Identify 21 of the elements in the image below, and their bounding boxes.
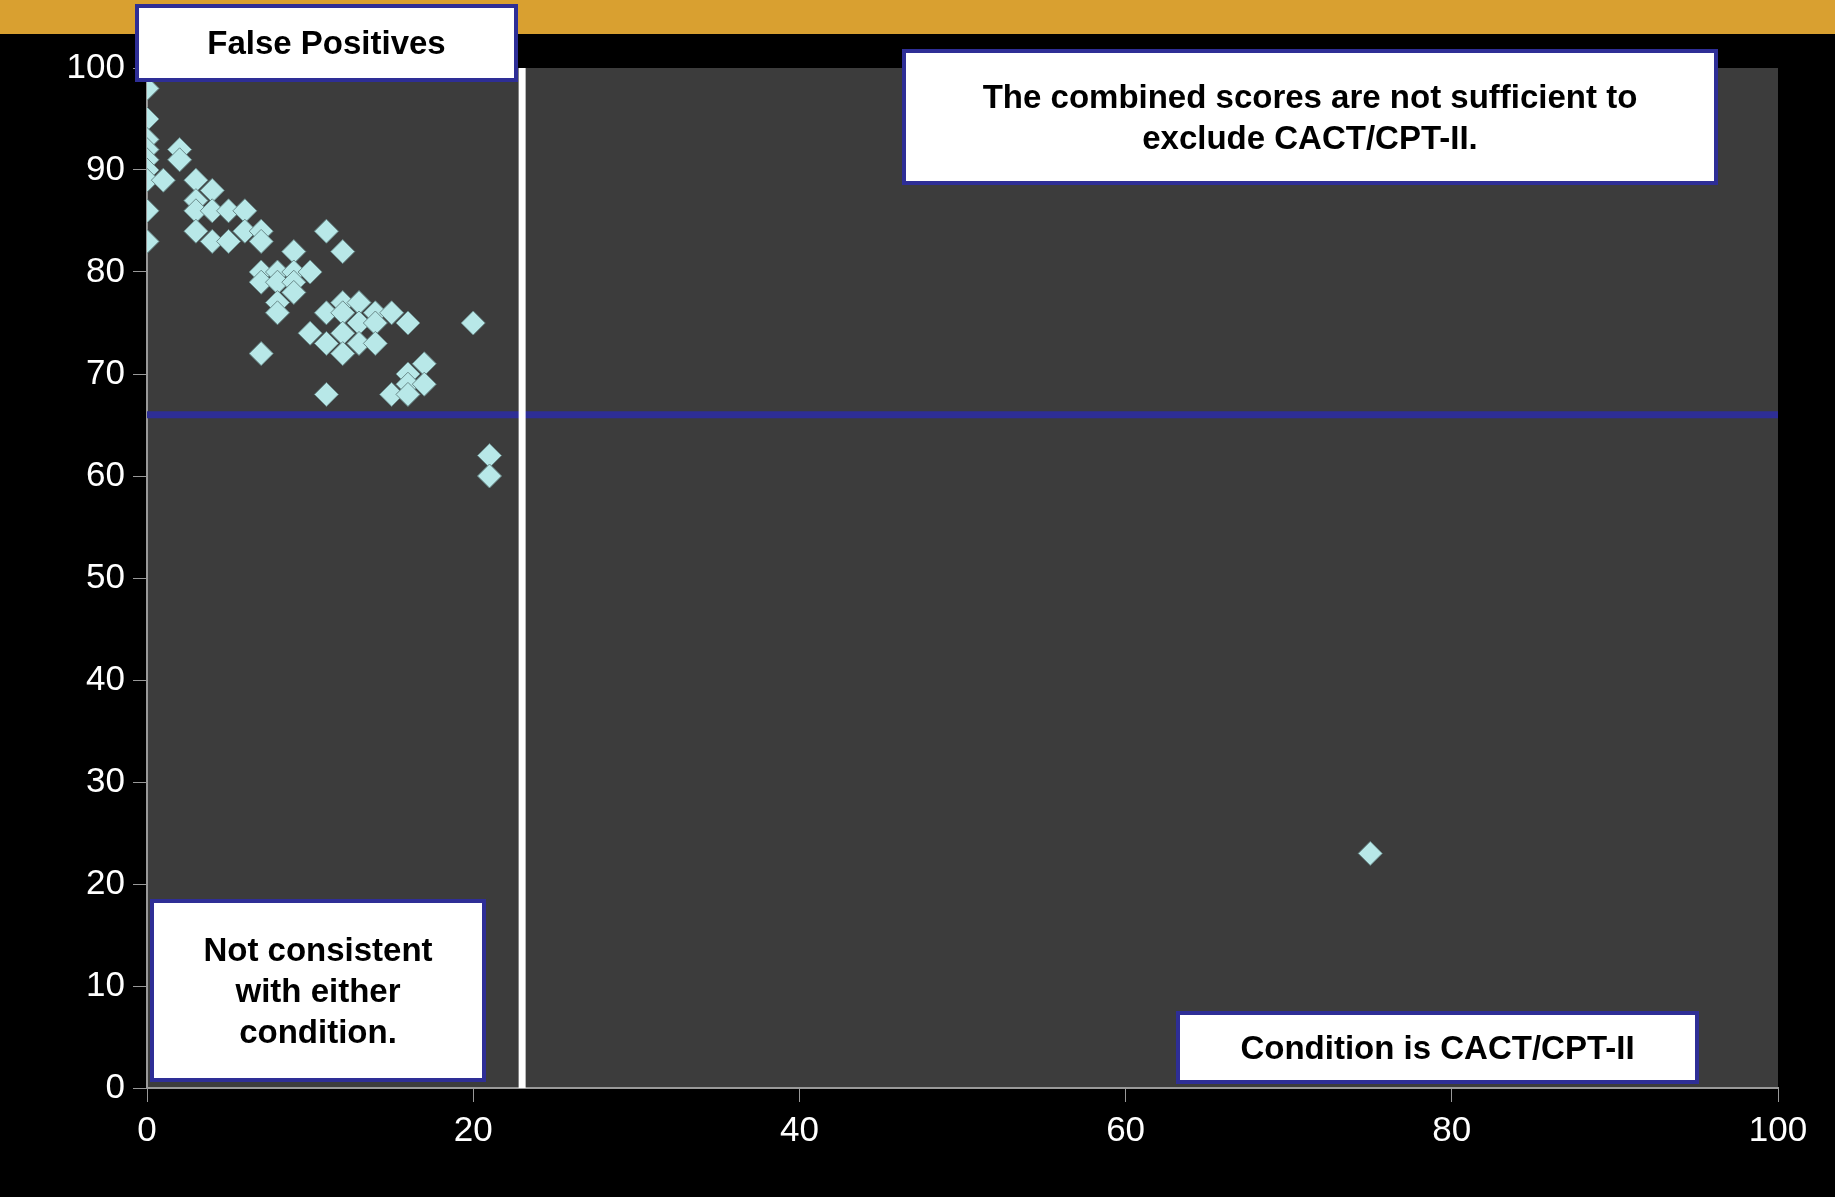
text: False Positives	[207, 23, 446, 64]
x-tick-label: 0	[137, 1108, 157, 1148]
y-tick-label: 10	[86, 963, 125, 1003]
annotation: Not consistent with either condition.	[202, 929, 434, 1053]
y-tick-label: 90	[86, 147, 125, 187]
y-tick-label: 30	[86, 759, 125, 799]
x-tick-label: 40	[779, 1108, 819, 1148]
annotation: Condition is CACT/CPT-II	[1240, 1027, 1635, 1068]
annotation: The combined scores are not sufficient to exclude CACT/CPT-II.	[981, 76, 1639, 158]
x-tick-label: 20	[453, 1108, 493, 1148]
y-tick-label: 70	[86, 351, 125, 391]
x-tick-label: 100	[1748, 1108, 1808, 1148]
y-tick-label: 0	[105, 1065, 125, 1105]
y-tick-label: 60	[86, 453, 125, 493]
y-tick-label: 100	[66, 45, 125, 85]
y-tick-label: 20	[86, 861, 125, 901]
x-tick-label: 60	[1106, 1108, 1146, 1148]
y-tick-label: 50	[86, 555, 125, 595]
y-tick-label: 40	[86, 657, 125, 697]
y-tick-label: 80	[86, 249, 125, 289]
x-tick-label: 80	[1432, 1108, 1472, 1148]
